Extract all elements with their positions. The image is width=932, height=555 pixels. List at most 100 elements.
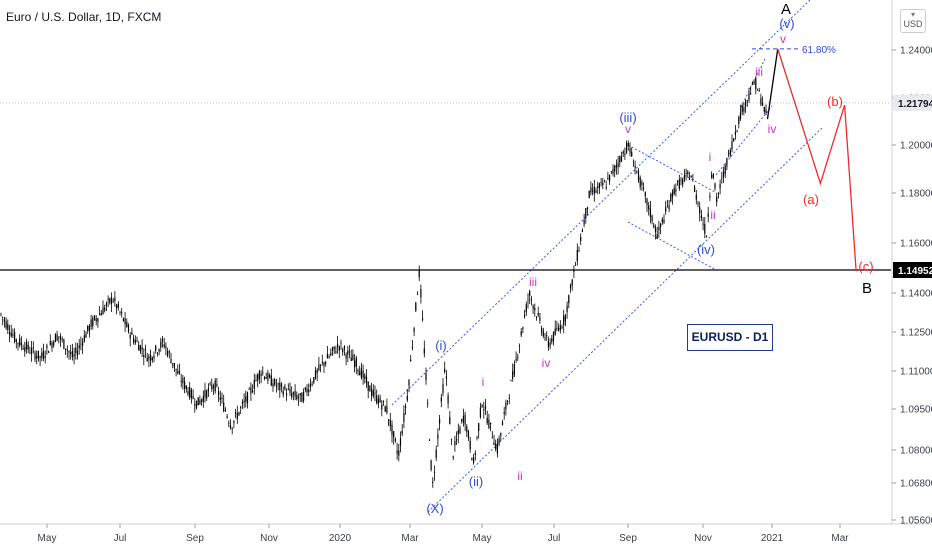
candle-body xyxy=(46,345,48,348)
candle-body xyxy=(707,213,709,217)
wave-label-magenta: iv xyxy=(542,356,551,370)
symbol-timeframe-label: EURUSD - D1 xyxy=(687,324,773,351)
elliott-channel-lines xyxy=(391,0,823,513)
candle-body xyxy=(622,151,624,154)
candle-body xyxy=(104,307,106,311)
candle-body xyxy=(649,208,651,218)
candle-body xyxy=(345,354,347,359)
candle-body xyxy=(527,299,529,301)
candle-body xyxy=(430,460,432,470)
candle-body xyxy=(82,342,84,346)
candle-body xyxy=(496,444,498,454)
price-tick-label: 1.06800 xyxy=(900,479,932,490)
candle-body xyxy=(173,363,175,368)
currency-dropdown[interactable]: ▾ USD xyxy=(900,9,926,33)
candle-body xyxy=(167,351,169,356)
candle-body xyxy=(532,305,534,309)
price-tick-label: 1.14000 xyxy=(900,289,932,300)
candle-body xyxy=(464,414,466,425)
candle-body xyxy=(330,352,332,355)
candle-body xyxy=(201,399,203,402)
candle-body xyxy=(292,392,294,395)
currency-label: USD xyxy=(903,19,923,29)
candle-body xyxy=(204,389,206,398)
candle-body xyxy=(546,335,548,337)
wave-label-blue: (i) xyxy=(435,338,447,353)
candle-body xyxy=(216,384,218,386)
candle-body xyxy=(257,374,259,381)
candle-body xyxy=(136,340,138,342)
candle-body xyxy=(34,353,36,360)
candle-body xyxy=(112,300,114,302)
candle-body xyxy=(709,196,711,198)
candle-body xyxy=(90,319,92,327)
candle-body xyxy=(376,395,378,403)
candle-body xyxy=(116,304,118,309)
candle-body xyxy=(158,349,160,352)
level-price-tag-bg xyxy=(893,262,932,278)
candle-body xyxy=(48,351,50,353)
time-tick-label: Jul xyxy=(548,533,561,544)
candle-body xyxy=(306,388,308,393)
candle-body xyxy=(219,397,221,401)
candle-body xyxy=(760,98,762,105)
candle-body xyxy=(250,387,252,394)
candle-body xyxy=(507,400,509,402)
candle-body xyxy=(656,234,658,239)
candle-body xyxy=(612,169,614,174)
candle-body xyxy=(185,385,187,390)
candle-body xyxy=(537,312,539,316)
candle-body xyxy=(129,334,131,339)
candle-body xyxy=(573,269,575,272)
candle-body xyxy=(721,177,723,179)
candle-body xyxy=(155,345,157,351)
candle-body xyxy=(731,141,733,150)
price-tick-label: 1.11000 xyxy=(900,367,932,378)
candle-body xyxy=(194,404,196,406)
candle-body xyxy=(207,387,209,391)
candle-body xyxy=(673,187,675,195)
channel-line xyxy=(391,0,811,406)
candle-body xyxy=(309,383,311,388)
wave-label-projection: (c) xyxy=(858,259,873,274)
candle-body xyxy=(575,265,577,266)
wave-label-projection: (a) xyxy=(803,192,819,207)
candle-body xyxy=(212,386,215,388)
channel-line xyxy=(427,127,823,513)
candle-body xyxy=(144,349,147,351)
candle-body xyxy=(699,206,701,214)
candle-body xyxy=(39,356,41,359)
candle-body xyxy=(416,293,419,295)
candle-body xyxy=(717,193,719,194)
candle-body xyxy=(399,438,402,446)
candle-body xyxy=(483,409,485,411)
projected-wave-v xyxy=(766,48,779,120)
candle-body xyxy=(690,175,692,178)
candle-body xyxy=(736,130,738,132)
candle-body xyxy=(323,362,325,366)
candle-body xyxy=(8,332,11,335)
candle-body xyxy=(70,352,72,355)
candle-body xyxy=(661,219,663,223)
candle-body xyxy=(484,406,487,409)
candle-body xyxy=(433,472,436,474)
candle-body xyxy=(467,431,470,439)
candle-body xyxy=(510,380,512,382)
candle-body xyxy=(564,315,566,322)
candle-body xyxy=(235,412,237,414)
candle-body xyxy=(127,325,130,332)
candle-body xyxy=(190,389,192,398)
price-tick-label: 1.12500 xyxy=(900,328,932,339)
candle-body xyxy=(605,187,607,188)
candle-body xyxy=(398,450,400,456)
candle-body xyxy=(551,338,553,342)
candle-body xyxy=(535,317,538,318)
candle-body xyxy=(396,450,398,454)
candle-body xyxy=(342,349,344,353)
candle-body xyxy=(542,330,544,337)
candle-body xyxy=(42,351,45,359)
candle-body xyxy=(291,392,293,398)
candle-body xyxy=(338,346,340,351)
